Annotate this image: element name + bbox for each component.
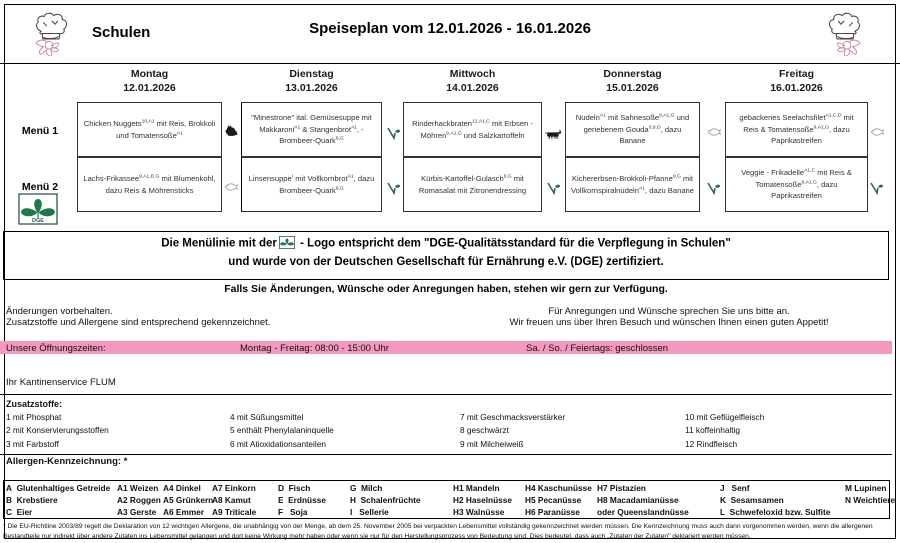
svg-text:DGE: DGE [32,218,44,224]
